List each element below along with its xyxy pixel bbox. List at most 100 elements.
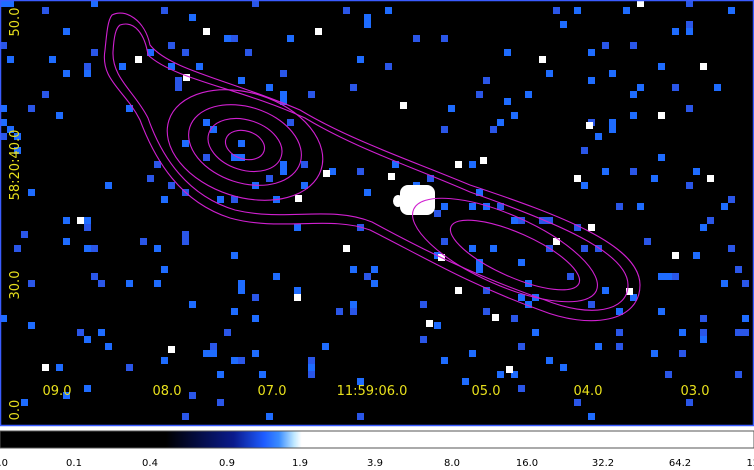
pixel	[532, 329, 539, 336]
pixel	[350, 308, 357, 315]
pixel	[161, 196, 168, 203]
pixel	[295, 195, 302, 202]
pixel	[280, 91, 287, 98]
pixel	[462, 378, 469, 385]
x-tick-label: 04.0	[574, 384, 603, 399]
pixel	[28, 105, 35, 112]
pixel	[91, 273, 98, 280]
pixel	[630, 294, 637, 301]
pixel	[28, 280, 35, 287]
pixel	[665, 273, 672, 280]
pixel	[385, 63, 392, 70]
pixel	[588, 413, 595, 420]
x-tick-label: 09.0	[43, 384, 72, 399]
pixel	[182, 140, 189, 147]
pixel	[238, 140, 245, 147]
pixel	[175, 84, 182, 91]
pixel	[350, 266, 357, 273]
contour	[188, 104, 302, 186]
pixel	[518, 217, 525, 224]
colorbar-label: 128	[746, 458, 754, 469]
pixel	[553, 238, 560, 245]
pixel	[63, 70, 70, 77]
pixel	[238, 287, 245, 294]
y-tick-label: 58:20:40.0	[8, 130, 23, 201]
pixel	[574, 175, 581, 182]
pixel	[420, 301, 427, 308]
pixel	[455, 161, 462, 168]
pixel	[630, 91, 637, 98]
pixel	[189, 392, 196, 399]
pixel	[343, 245, 350, 252]
pixel	[658, 273, 665, 280]
pixel	[595, 245, 602, 252]
pixel	[238, 357, 245, 364]
pixel	[315, 28, 322, 35]
pixel	[483, 203, 490, 210]
pixel	[91, 49, 98, 56]
pixel	[644, 238, 651, 245]
pixel	[308, 364, 315, 371]
x-tick-label: 11:59:06.0	[337, 384, 408, 399]
pixel	[511, 371, 518, 378]
pixel	[350, 84, 357, 91]
pixel	[630, 112, 637, 119]
pixel	[84, 224, 91, 231]
pixel	[511, 315, 518, 322]
colorbar-label: 0.0	[0, 458, 8, 469]
pixel	[84, 336, 91, 343]
pixel	[434, 322, 441, 329]
x-tick-label: 05.0	[472, 384, 501, 399]
pixel	[168, 346, 175, 353]
pixel	[371, 280, 378, 287]
colorbar-label: 0.1	[66, 458, 82, 469]
pixel	[364, 273, 371, 280]
pixel	[728, 196, 735, 203]
pixel	[581, 182, 588, 189]
contours	[103, 12, 641, 322]
colorbar-label: 8.0	[444, 458, 460, 469]
pixel	[672, 84, 679, 91]
source	[400, 185, 435, 215]
pixel	[84, 245, 91, 252]
colorbar-label: 16.0	[516, 458, 538, 469]
pixel	[371, 266, 378, 273]
pixel	[364, 21, 371, 28]
pixel	[626, 288, 633, 295]
pixel	[287, 35, 294, 42]
pixel	[586, 122, 593, 129]
pixel	[574, 224, 581, 231]
pixel	[413, 35, 420, 42]
x-tick-label: 08.0	[153, 384, 182, 399]
pixel	[672, 28, 679, 35]
pixel	[252, 315, 259, 322]
pixel	[476, 91, 483, 98]
pixel	[266, 413, 273, 420]
pixel	[476, 259, 483, 266]
pixel	[161, 266, 168, 273]
pixel	[1, 42, 7, 49]
pixel	[217, 371, 224, 378]
pixel	[126, 105, 133, 112]
pixel	[203, 154, 210, 161]
contour	[411, 197, 599, 303]
pixel	[588, 301, 595, 308]
pixel	[609, 126, 616, 133]
pixel	[546, 70, 553, 77]
pixel	[672, 273, 679, 280]
contour	[207, 117, 283, 173]
pixel	[357, 168, 364, 175]
pixel	[714, 84, 721, 91]
pixel	[217, 399, 224, 406]
pixel	[441, 203, 448, 210]
pixel	[294, 294, 301, 301]
pixel	[252, 350, 259, 357]
pixel	[105, 343, 112, 350]
pixel	[420, 336, 427, 343]
pixel	[266, 175, 273, 182]
pixel	[469, 161, 476, 168]
pixel	[518, 343, 525, 350]
pixel	[7, 126, 14, 133]
pixel	[140, 238, 147, 245]
y-axis: 50.0 58:20:40.0 30.0 0.0	[8, 8, 23, 421]
